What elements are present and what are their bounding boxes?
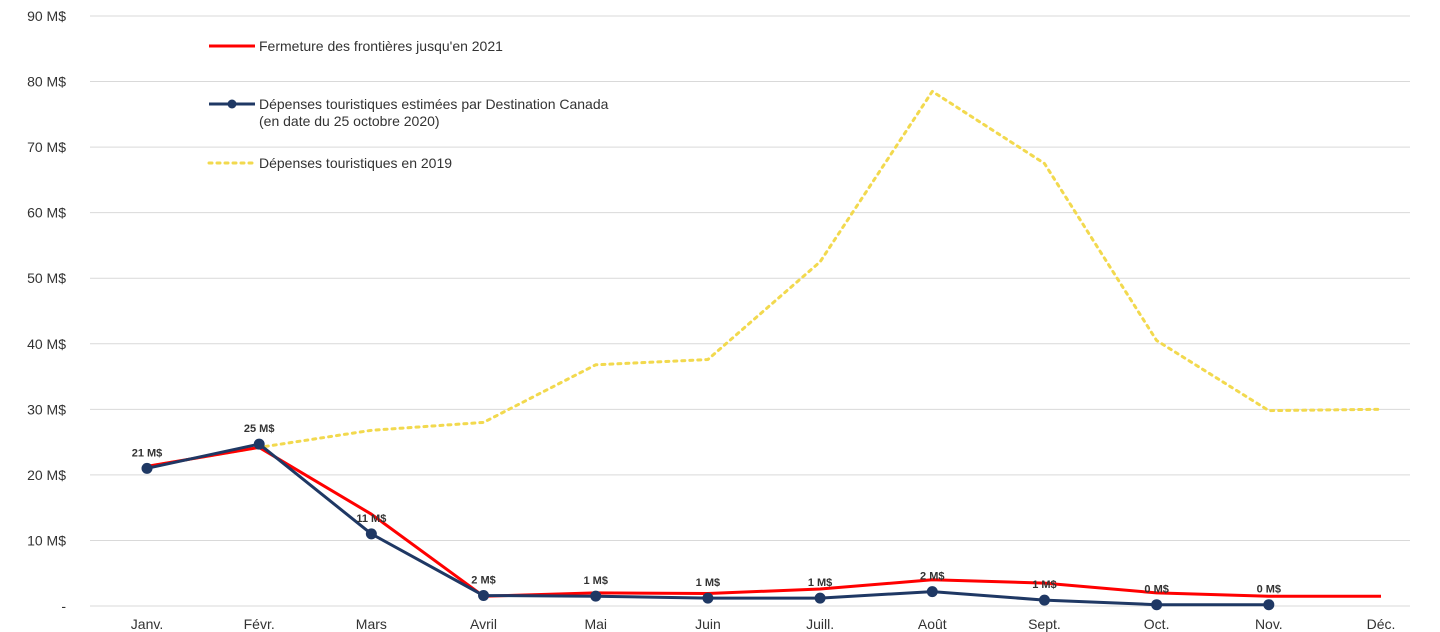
data-point [590,590,602,602]
data-label: 2 M$ [920,571,944,583]
x-axis-ticks: Janv. Févr. Mars Avril Mai Juin Juill. Août Sept… [131,616,1396,632]
series-line-2 [145,89,1383,468]
x-tick-label: Mars [356,616,387,632]
data-label: 0 M$ [1144,584,1168,596]
data-point [1038,594,1050,606]
data-point [1263,599,1275,611]
legend-marker [227,99,237,109]
legend: Fermeture des frontières jusqu'en 2021 Dé… [207,38,609,171]
series [141,89,1383,611]
data-label: 1 M$ [1032,579,1056,591]
data-labels: 21 M$ 25 M$ 11 M$ 2 M$ 1 M$ 1 M$ 1 M$ 2 M$ 1 M$ 0… [132,423,1281,596]
y-tick-label: 50 M$ [27,270,66,286]
gridlines [90,15,1410,607]
data-label: 1 M$ [583,575,607,587]
y-tick-label: 30 M$ [27,401,66,417]
x-tick-label: Août [918,616,947,632]
data-label: 21 M$ [132,447,163,459]
x-tick-label: Juin [695,616,721,632]
x-tick-label: Nov. [1255,616,1283,632]
legend-label: Fermeture des frontières jusqu'en 2021 [259,38,503,54]
x-tick-label: Mai [584,616,607,632]
data-point [814,592,826,604]
data-point [365,528,377,540]
data-label: 0 M$ [1257,584,1281,596]
y-tick-label: - [61,598,66,614]
y-axis-ticks: - 10 M$ 20 M$ 30 M$ 40 M$ 50 M$ 60 M$ 70 M$ 80 M… [27,8,66,614]
data-point [478,590,490,602]
x-tick-label: Sept. [1028,616,1061,632]
y-tick-label: 40 M$ [27,336,66,352]
data-point [1151,599,1163,611]
y-tick-label: 70 M$ [27,139,66,155]
x-tick-label: Juill. [806,616,834,632]
x-tick-label: Févr. [244,616,275,632]
legend-label: Dépenses touristiques estimées par Desti… [259,96,609,129]
x-tick-label: Oct. [1144,616,1170,632]
y-tick-label: 90 M$ [27,8,66,24]
data-point [926,586,938,598]
x-tick-label: Déc. [1367,616,1396,632]
x-tick-label: Janv. [131,616,163,632]
data-label: 25 M$ [244,423,275,435]
data-point [141,462,153,474]
data-label: 11 M$ [356,513,386,525]
y-tick-label: 10 M$ [27,532,66,548]
series-line-0 [146,445,1381,598]
data-point [253,438,265,450]
y-tick-label: 80 M$ [27,74,66,90]
x-tick-label: Avril [470,616,497,632]
data-label: 1 M$ [696,577,720,589]
y-tick-label: 60 M$ [27,205,66,221]
data-label: 2 M$ [471,575,495,587]
y-tick-label: 20 M$ [27,467,66,483]
legend-label: Dépenses touristiques en 2019 [259,155,452,171]
data-label: 1 M$ [808,577,832,589]
data-point [702,592,714,604]
